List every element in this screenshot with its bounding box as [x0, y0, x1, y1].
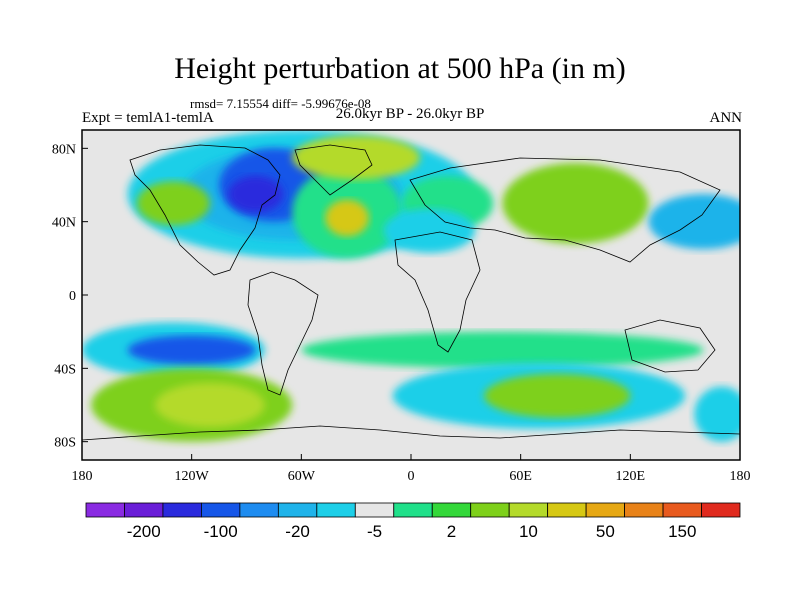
- stats-text: rmsd= 7.15554 diff= -5.99676e-08: [190, 96, 371, 111]
- longitude-ticks: 180 120W 60W 0 60E 120E 180: [72, 454, 751, 484]
- colorbar-swatch: [201, 502, 241, 518]
- lat-tick-label: 80S: [54, 436, 76, 451]
- colorbar-swatch: [316, 502, 356, 518]
- colorbar-labels: -200 -100 -20 -5 2 10 50 150: [127, 522, 697, 541]
- colorbar-swatch: [354, 502, 395, 518]
- colorbar-swatch: [393, 502, 433, 518]
- colorbar-swatch: [431, 502, 472, 518]
- colorbar-swatch: [124, 502, 164, 518]
- colorbar-label: -100: [204, 522, 238, 541]
- colorbar-swatch: [547, 502, 587, 518]
- colorbar-label: -20: [285, 522, 310, 541]
- colorbar: [85, 502, 741, 518]
- field-region-13: [127, 335, 256, 365]
- colorbar-swatch: [239, 502, 279, 518]
- field-region-18: [484, 373, 631, 418]
- coast-eurasia: [409, 157, 721, 263]
- field-region-10: [383, 208, 475, 253]
- colorbar-label: -5: [367, 522, 382, 541]
- colorbar-swatch: [701, 502, 741, 518]
- lat-tick-label: 0: [69, 289, 76, 304]
- colorbar-swatch: [470, 502, 510, 518]
- experiment-label: Expt = temlA1-temlA: [82, 110, 214, 126]
- coast-south-america: [247, 271, 319, 396]
- field-region-6: [325, 199, 369, 237]
- period-label: 26.0kyr BP - 26.0kyr BP: [335, 106, 485, 122]
- lon-tick-label: 180: [72, 469, 93, 484]
- field-region-7: [292, 135, 421, 180]
- colorbar-swatch: [162, 502, 202, 518]
- field-region-4: [136, 181, 210, 226]
- colorbar-label: -200: [127, 522, 161, 541]
- field-contours: [82, 130, 740, 442]
- lon-tick-label: 60W: [288, 469, 316, 484]
- colorbar-label: 10: [519, 522, 538, 541]
- latitude-ticks: 80N 40N 0 40S 80S: [52, 142, 88, 451]
- field-region-15: [155, 383, 265, 427]
- colorbar-swatch: [277, 502, 318, 518]
- field-region-19: [694, 386, 740, 442]
- lon-tick-label: 180: [730, 469, 751, 484]
- field-region-3: [228, 175, 284, 213]
- colorbar-swatch: [85, 502, 125, 518]
- coast-north-america: [129, 144, 281, 276]
- lon-tick-label: 0: [408, 469, 415, 484]
- field-region-8: [502, 163, 649, 244]
- map-title: Height perturbation at 500 hPa (in m): [174, 52, 626, 85]
- field-region-16: [301, 331, 704, 369]
- colorbar-swatch: [508, 502, 549, 518]
- coast-africa: [394, 231, 481, 353]
- field-region-11: [648, 194, 740, 250]
- lat-tick-label: 40S: [54, 362, 76, 377]
- colorbar-label: 150: [668, 522, 696, 541]
- colorbar-label: 2: [447, 522, 456, 541]
- coast-greenland: [294, 144, 373, 196]
- lon-tick-label: 120W: [175, 469, 210, 484]
- colorbar-label: 50: [596, 522, 615, 541]
- coast-australia: [624, 319, 716, 373]
- lon-tick-label: 120E: [616, 469, 646, 484]
- colorbar-swatch: [662, 502, 702, 518]
- colorbar-swatch: [585, 502, 625, 518]
- season-label: ANN: [709, 110, 743, 126]
- lat-tick-label: 40N: [52, 216, 76, 231]
- lat-tick-label: 80N: [52, 142, 76, 157]
- coastlines: [82, 144, 740, 441]
- colorbar-swatch: [624, 502, 664, 518]
- coast-antarctica: [82, 425, 740, 441]
- lon-tick-label: 60E: [509, 469, 532, 484]
